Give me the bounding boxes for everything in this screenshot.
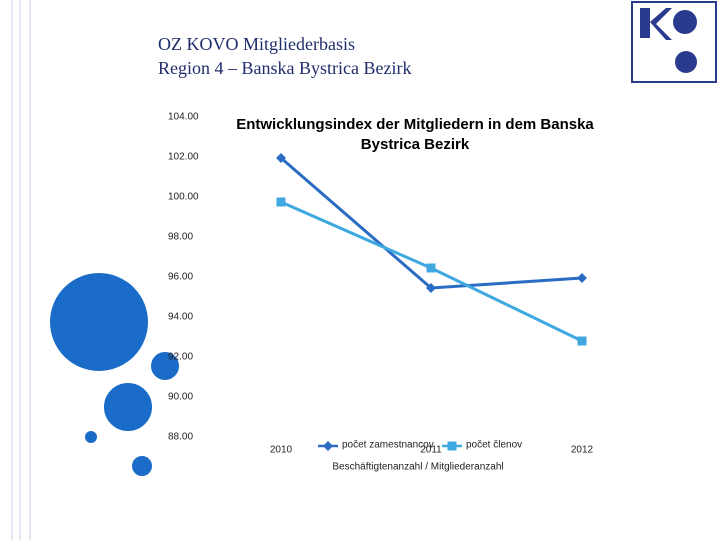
y-tick-label: 88.00 [168,432,193,443]
slide-title: OZ KOVO Mitgliederbasis [158,34,355,54]
decor-circle [48,271,150,373]
point [577,336,587,346]
point [276,197,286,207]
y-tick-label: 102.00 [168,152,199,163]
decor-circle [130,454,154,478]
point [323,441,333,451]
legend-label: počet zamestnancov [342,440,434,451]
y-tick-label: 92.00 [168,352,193,363]
chart-title: Entwicklungsindex der Mitgliedern in dem… [236,116,594,153]
decor-circle [149,350,181,382]
chart: Entwicklungsindex der Mitgliedern in dem… [168,112,594,473]
y-tick-label: 96.00 [168,272,193,283]
y-tick-label: 94.00 [168,312,193,323]
point [577,273,587,283]
y-tick-label: 104.00 [168,112,199,123]
x-tick-label: 2010 [270,445,293,456]
legend-label: počet členov [466,440,522,451]
x-tick-label: 2012 [571,445,594,456]
decor-circle [85,431,97,443]
point [426,263,436,273]
x-tick-label: 2011 [420,445,442,456]
point [447,441,457,451]
point [426,283,436,293]
y-tick-label: 98.00 [168,232,193,243]
logo [631,1,717,83]
y-tick-label: 90.00 [168,392,193,403]
slide-subtitle: Region 4 – Banska Bystrica Bezirk [158,58,411,78]
point [276,153,286,163]
decor-circle [102,381,154,433]
y-tick-label: 100.00 [168,192,199,203]
x-axis-label: Beschäftigtenanzahl / Mitgliederanzahl [332,462,503,473]
